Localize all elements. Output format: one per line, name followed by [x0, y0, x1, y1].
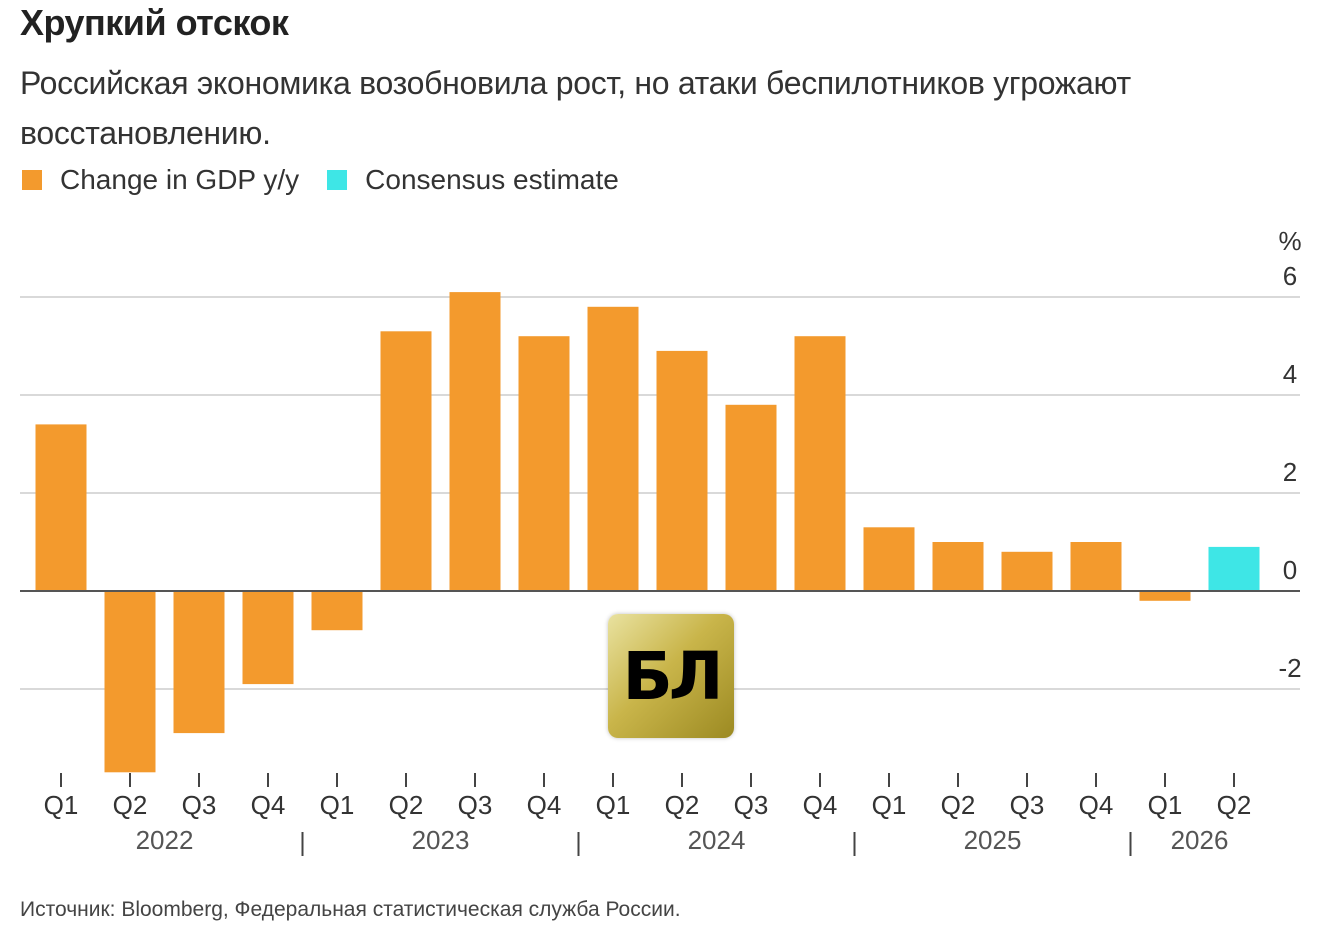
x-tick-label-0: Q1 [44, 790, 79, 820]
bar-chart: % 6 4 2 0 -2 Q1 Q2 Q3 Q4 Q1 Q2 Q3 Q4 Q1 Q2 Q3 Q4 Q1 Q2 Q3 Q4 Q… [20, 226, 1302, 856]
x-tick-label-8: Q1 [596, 790, 631, 820]
x-tick-label-10: Q3 [734, 790, 769, 820]
x-tick-label-13: Q2 [941, 790, 976, 820]
x-tick-label-16: Q1 [1148, 790, 1183, 820]
gdp-bar-10 [725, 404, 777, 591]
legend-swatch-consensus [327, 170, 348, 190]
gdp-bar-6 [449, 292, 501, 591]
y-tick-label-2: 2 [1283, 457, 1297, 487]
year-label-2024: 2024 [688, 825, 746, 855]
source-note: Источник: Bloomberg, Федеральная статист… [20, 898, 681, 921]
gdp-bar-14 [1001, 551, 1053, 591]
gdp-bar-2 [173, 591, 225, 734]
x-tick-label-11: Q4 [803, 790, 838, 820]
x-tick-label-7: Q4 [527, 790, 562, 820]
chart-title: Хрупкий отскок [20, 2, 289, 43]
x-tick-label-3: Q4 [251, 790, 286, 820]
gdp-bar-9 [656, 350, 708, 591]
gdp-bar-12 [863, 527, 915, 591]
gdp-bar-13 [932, 542, 984, 591]
y-tick-label-0: 0 [1283, 555, 1297, 585]
x-tick-label-5: Q2 [389, 790, 424, 820]
x-tick-label-6: Q3 [458, 790, 493, 820]
gdp-bar-8 [587, 306, 639, 591]
legend-label-consensus: Consensus estimate [365, 164, 619, 195]
year-label-2026: 2026 [1171, 825, 1229, 855]
gdp-bar-7 [518, 336, 570, 591]
x-tick-label-12: Q1 [872, 790, 907, 820]
legend-item-gdp: Change in GDP y/y [22, 164, 299, 196]
y-axis-unit: % [1278, 226, 1301, 256]
watermark-logo: БЛ [608, 614, 734, 738]
legend: Change in GDP y/y Consensus estimate [22, 164, 647, 196]
legend-label-gdp: Change in GDP y/y [60, 164, 300, 195]
gdp-bar-3 [242, 591, 294, 685]
gdp-bar-5 [380, 331, 432, 591]
chart-subtitle: Российская экономика возобновила рост, н… [20, 65, 1131, 151]
y-tick-label-4: 4 [1283, 359, 1297, 389]
gdp-bar-4 [311, 591, 363, 631]
gdp-bar-0 [35, 424, 87, 591]
x-tick-label-17: Q2 [1217, 790, 1252, 820]
x-tick-label-14: Q3 [1010, 790, 1045, 820]
gdp-bar-11 [794, 336, 846, 591]
gdp-bar-16 [1139, 591, 1191, 601]
year-label-2022: 2022 [136, 825, 194, 855]
year-label-2025: 2025 [964, 825, 1022, 855]
gdp-bar-1 [104, 591, 156, 773]
x-tick-label-2: Q3 [182, 790, 217, 820]
x-tick-label-9: Q2 [665, 790, 700, 820]
x-tick-label-15: Q4 [1079, 790, 1114, 820]
y-tick-label-6: 6 [1283, 261, 1297, 291]
x-tick-label-1: Q2 [113, 790, 148, 820]
year-label-2023: 2023 [412, 825, 470, 855]
legend-swatch-gdp [22, 170, 42, 190]
gdp-bar-15 [1070, 542, 1122, 591]
x-tick-label-4: Q1 [320, 790, 355, 820]
consensus-bar-17 [1208, 546, 1260, 591]
y-tick-label--2: -2 [1278, 653, 1301, 683]
logo-text: БЛ [622, 637, 723, 715]
legend-item-consensus: Consensus estimate [327, 164, 619, 196]
